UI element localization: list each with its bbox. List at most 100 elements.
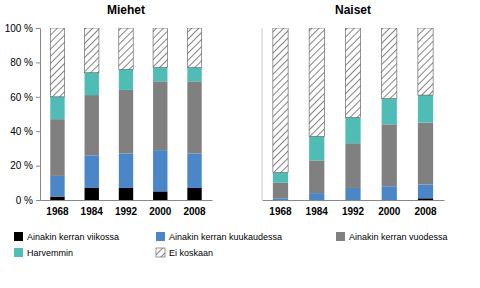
legend: Ainakin kerran viikossa Ainakin kerran ku…: [14, 232, 448, 258]
y-tick: 40 %: [10, 126, 40, 137]
bar-segment: [119, 90, 133, 154]
x-tick: 1968: [269, 200, 292, 217]
bars: [50, 28, 201, 200]
x-tick-label: 2000: [149, 206, 172, 217]
y-tick: 60 %: [10, 92, 40, 103]
bar-segment: [85, 28, 99, 73]
bar-segment: [418, 95, 433, 123]
y-tick-mark: [36, 28, 40, 29]
y-tick: 80 %: [10, 57, 40, 68]
series: [50, 188, 201, 200]
series: [50, 28, 201, 97]
bar-segment: [273, 183, 288, 198]
bar-segment: [187, 68, 201, 82]
bar-segment: [345, 143, 360, 188]
bar-segment: [187, 28, 201, 68]
x-axis: 1968 1984 1992 2000 2008: [263, 200, 445, 217]
x-tick-label: 1992: [115, 206, 138, 217]
bars: [273, 28, 433, 200]
x-tick: 2008: [414, 200, 437, 217]
x-tick-label: 1968: [46, 206, 69, 217]
y-tick-label: 20 %: [10, 160, 33, 171]
y-tick: 0 %: [16, 195, 40, 206]
x-tick: 2008: [183, 200, 206, 217]
legend-label: Ainakin kerran kuukaudessa: [169, 232, 282, 242]
bar-segment: [50, 28, 64, 97]
legend-swatch: [336, 232, 345, 241]
y-tick-mark: [36, 97, 40, 98]
bar-segment: [345, 117, 360, 143]
bar-segment: [153, 28, 167, 68]
x-tick-label: 2000: [378, 206, 401, 217]
x-tick-label: 1968: [269, 206, 292, 217]
bar-segment: [382, 99, 397, 125]
x-tick-label: 2008: [183, 206, 206, 217]
series: [50, 150, 201, 196]
bar-segment: [50, 97, 64, 119]
y-tick-mark: [36, 166, 40, 167]
x-tick: 1984: [81, 200, 104, 217]
bar-segment: [85, 95, 99, 155]
bar-segment: [187, 154, 201, 188]
series: [50, 68, 201, 120]
legend-item: Ainakin kerran vuodessa: [336, 232, 448, 242]
bar-segment: [309, 136, 324, 160]
legend-swatch: [14, 248, 23, 257]
bar-segment: [85, 73, 99, 95]
bar-segment: [50, 197, 64, 200]
x-tick-label: 1984: [81, 206, 104, 217]
x-tick-label: 1992: [342, 206, 365, 217]
y-tick-label: 80 %: [10, 57, 33, 68]
panel: Naiset19681984199220002008: [262, 3, 445, 217]
bar-segment: [382, 186, 397, 200]
bar-segment: [187, 188, 201, 200]
series: [273, 28, 433, 172]
bar-segment: [153, 150, 167, 191]
x-tick: 1984: [306, 200, 329, 217]
y-tick-label: 40 %: [10, 126, 33, 137]
bar-segment: [153, 68, 167, 82]
bar-segment: [309, 28, 324, 136]
legend-swatch: [156, 248, 165, 257]
x-tick: 2000: [378, 200, 401, 217]
y-axis-line: [262, 28, 263, 200]
bar-segment: [309, 160, 324, 193]
y-axis-line: [36, 29, 41, 201]
x-tick-label: 1984: [306, 206, 329, 217]
series: [50, 81, 201, 176]
bar-segment: [418, 185, 433, 199]
legend-swatch: [156, 232, 165, 241]
x-tick: 1992: [115, 200, 138, 217]
bar-segment: [119, 69, 133, 90]
bar-segment: [273, 172, 288, 182]
bar-segment: [273, 198, 288, 200]
legend-item: Ainakin kerran kuukaudessa: [156, 232, 282, 242]
x-tick: 1992: [342, 200, 365, 217]
bar-segment: [50, 119, 64, 176]
series: [418, 198, 433, 200]
bar-segment: [187, 81, 201, 153]
bar-segment: [119, 28, 133, 69]
bar-segment: [382, 28, 397, 99]
bar-segment: [418, 198, 433, 200]
y-tick: 100 %: [5, 23, 40, 34]
bar-segment: [85, 188, 99, 200]
bar-segment: [382, 124, 397, 186]
bar-segment: [50, 176, 64, 197]
bar-segment: [345, 188, 360, 200]
bar-segment: [85, 155, 99, 188]
x-axis-line: [263, 200, 445, 201]
bar-segment: [345, 28, 360, 117]
bar-segment: [309, 193, 324, 200]
legend-swatch: [14, 232, 23, 241]
x-tick: 1968: [46, 200, 69, 217]
x-tick-label: 2008: [414, 206, 437, 217]
bar-segment: [153, 81, 167, 150]
legend-label: Harvemmin: [27, 248, 73, 258]
y-tick-label: 0 %: [16, 195, 33, 206]
bar-segment: [418, 123, 433, 185]
legend-label: Ainakin kerran viikossa: [27, 232, 119, 242]
legend-label: Ei koskaan: [169, 248, 213, 258]
legend-item: Harvemmin: [14, 248, 73, 258]
chart-title: Miehet: [107, 3, 145, 17]
